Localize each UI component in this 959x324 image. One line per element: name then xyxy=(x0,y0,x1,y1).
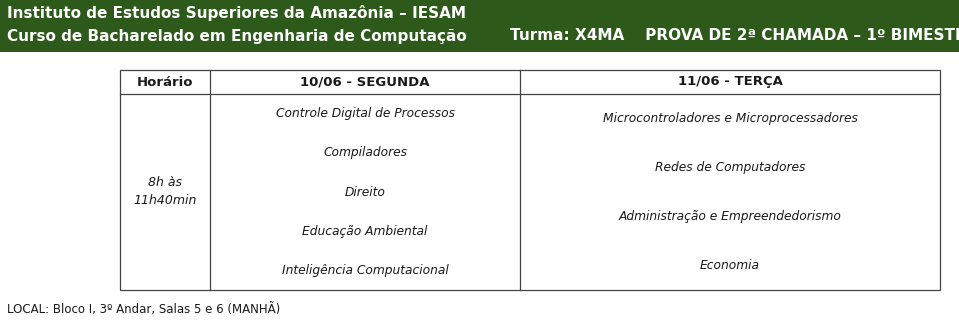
Text: Redes de Computadores: Redes de Computadores xyxy=(655,161,806,174)
Text: 10/06 - SEGUNDA: 10/06 - SEGUNDA xyxy=(300,75,430,88)
Text: 8h às
11h40min: 8h às 11h40min xyxy=(133,177,197,207)
Text: Inteligência Computacional: Inteligência Computacional xyxy=(282,264,449,277)
Text: Microcontroladores e Microprocessadores: Microcontroladores e Microprocessadores xyxy=(602,112,857,125)
Text: Compiladores: Compiladores xyxy=(323,146,407,159)
Text: Economia: Economia xyxy=(700,259,760,272)
Text: Direito: Direito xyxy=(344,186,386,199)
Text: Controle Digital de Processos: Controle Digital de Processos xyxy=(275,107,455,120)
Text: Curso de Bacharelado em Engenharia de Computação: Curso de Bacharelado em Engenharia de Co… xyxy=(7,29,467,43)
Text: Turma: X4MA    PROVA DE 2ª CHAMADA – 1º BIMESTRE: Turma: X4MA PROVA DE 2ª CHAMADA – 1º BIM… xyxy=(510,29,959,43)
Text: LOCAL: Bloco I, 3º Andar, Salas 5 e 6 (MANHÃ): LOCAL: Bloco I, 3º Andar, Salas 5 e 6 (M… xyxy=(7,304,280,317)
Text: Administração e Empreendedorismo: Administração e Empreendedorismo xyxy=(619,210,841,223)
Text: Horário: Horário xyxy=(137,75,194,88)
Text: Instituto de Estudos Superiores da Amazônia – IESAM: Instituto de Estudos Superiores da Amazô… xyxy=(7,5,466,21)
Bar xyxy=(120,70,940,290)
Text: Educação Ambiental: Educação Ambiental xyxy=(302,225,428,238)
Text: 11/06 - TERÇA: 11/06 - TERÇA xyxy=(678,75,783,88)
Bar xyxy=(0,0,959,52)
